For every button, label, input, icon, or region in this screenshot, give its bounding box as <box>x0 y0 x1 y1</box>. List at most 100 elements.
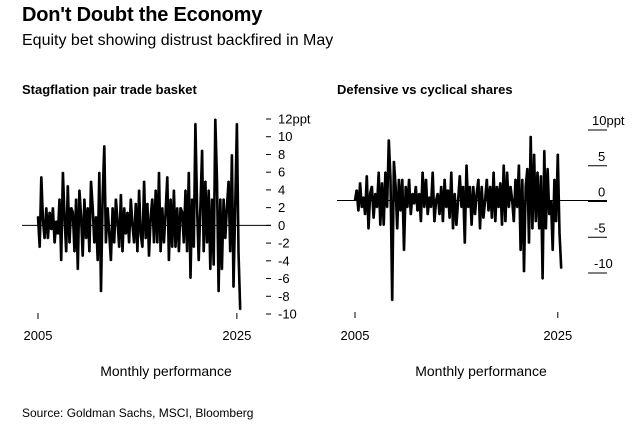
data-point <box>460 207 463 209</box>
data-point <box>57 233 59 235</box>
data-point <box>471 224 473 227</box>
data-point <box>60 260 62 262</box>
y-tick-label: 12ppt <box>278 112 311 127</box>
data-point <box>361 207 363 209</box>
data-point <box>68 242 71 244</box>
data-point <box>496 185 498 187</box>
data-point <box>374 192 376 194</box>
data-point <box>78 189 80 191</box>
data-point <box>538 228 540 230</box>
page-subtitle: Equity bet showing distrust backfired in… <box>22 32 334 49</box>
x-axis: 2005 2025 <box>24 313 251 343</box>
y-tick-label: -10 <box>594 256 613 271</box>
data-point <box>462 185 464 187</box>
data-point <box>150 215 152 218</box>
data-point <box>133 242 135 244</box>
y-axis: 10ppt 5 0 -5 -10 <box>588 113 625 274</box>
data-point <box>189 277 192 280</box>
data-point <box>543 149 545 151</box>
data-point <box>161 207 163 209</box>
data-point <box>93 242 95 244</box>
data-point <box>422 171 424 173</box>
data-point <box>371 185 373 187</box>
x-axis-label: Monthly performance <box>100 363 232 379</box>
data-point <box>45 207 47 209</box>
data-point <box>491 217 493 219</box>
data-point <box>188 171 190 173</box>
data-point <box>547 167 549 169</box>
data-point <box>42 220 44 222</box>
data-point <box>514 178 517 180</box>
data-point <box>171 246 173 249</box>
data-point <box>356 189 358 191</box>
data-point <box>359 182 361 184</box>
data-point <box>219 198 221 200</box>
data-point <box>179 207 182 209</box>
data-point <box>395 185 397 187</box>
y-tick-label: 10 <box>278 129 292 144</box>
data-point <box>548 214 550 216</box>
data-point <box>503 164 505 166</box>
data-point <box>379 224 381 227</box>
data-point <box>204 180 206 182</box>
data-point <box>438 214 441 216</box>
data-point <box>484 199 486 202</box>
data-point <box>120 193 122 195</box>
data-point <box>383 224 385 227</box>
data-point <box>455 224 457 227</box>
data-point <box>145 238 147 240</box>
data-point <box>516 207 518 209</box>
data-point <box>75 198 77 200</box>
data-point <box>552 250 554 252</box>
data-point <box>90 180 92 182</box>
data-point <box>381 182 383 184</box>
data-point <box>520 250 522 252</box>
data-point <box>400 210 402 212</box>
data-point <box>110 260 112 262</box>
page-title: Don't Doubt the Economy <box>22 4 263 26</box>
data-point <box>476 192 478 194</box>
data-point <box>72 211 74 213</box>
y-tick-label: 10ppt <box>592 113 625 128</box>
data-point <box>364 214 366 216</box>
data-point <box>214 118 216 120</box>
data-point <box>445 207 447 209</box>
data-point <box>115 198 117 200</box>
data-point <box>140 233 142 235</box>
data-point <box>420 221 422 223</box>
data-point <box>557 153 559 155</box>
data-point <box>70 207 72 209</box>
y-tick-label: -2 <box>278 236 290 251</box>
data-point <box>100 291 102 293</box>
data-point <box>489 185 491 187</box>
data-point <box>226 207 228 209</box>
data-point <box>148 255 150 257</box>
data-point <box>37 215 39 218</box>
data-point <box>442 221 444 223</box>
data-point <box>530 135 532 137</box>
data-point <box>206 242 208 244</box>
data-point <box>504 221 506 223</box>
data-point <box>65 251 67 253</box>
data-point <box>121 251 124 253</box>
data-point <box>477 178 479 180</box>
data-point <box>378 171 380 173</box>
data-point <box>545 228 547 230</box>
data-point <box>156 242 158 244</box>
data-point <box>487 210 490 212</box>
y-tick-label: -10 <box>278 307 297 322</box>
data-point <box>166 176 168 178</box>
data-point <box>199 207 201 209</box>
data-point <box>459 174 461 177</box>
data-point <box>49 211 51 213</box>
series-group <box>36 118 242 311</box>
data-point <box>85 238 87 240</box>
data-point <box>209 269 211 271</box>
x-axis-label: Monthly performance <box>415 363 547 379</box>
data-point <box>234 207 236 209</box>
data-point <box>97 260 99 262</box>
data-point <box>193 246 195 249</box>
data-point <box>80 215 82 218</box>
data-point <box>389 178 392 180</box>
